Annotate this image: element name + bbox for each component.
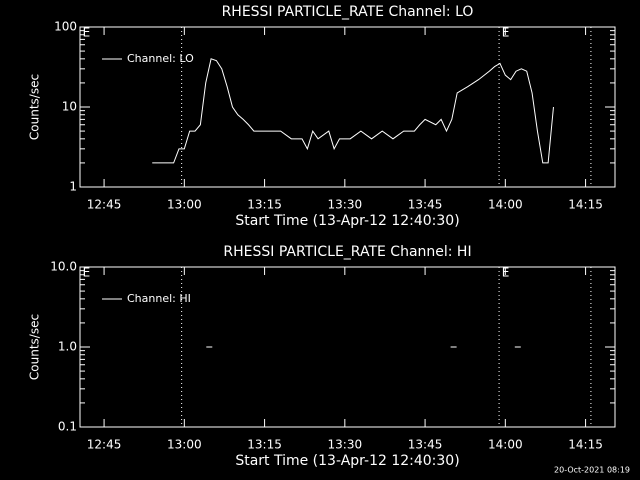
x-tick-label: 14:15	[568, 438, 603, 452]
x-tick-label: 13:00	[167, 198, 202, 212]
chart-title: RHESSI PARTICLE_RATE Channel: HI	[223, 244, 471, 260]
x-tick-label: 13:15	[247, 438, 282, 452]
x-axis-label: Start Time (13-Apr-12 12:40:30)	[235, 213, 459, 229]
x-tick-label: 14:00	[488, 438, 523, 452]
x-tick-label: 12:45	[87, 198, 122, 212]
data-line	[152, 58, 554, 164]
y-tick-label: 10	[62, 100, 77, 114]
x-tick-label: 12:45	[87, 438, 122, 452]
annotation: E	[83, 26, 91, 40]
annotation: E	[502, 26, 510, 40]
legend-label: Channel: LO	[127, 52, 194, 65]
plot-frame	[79, 266, 616, 428]
annotation: E	[83, 266, 91, 280]
x-tick-label: 13:00	[167, 438, 202, 452]
y-tick-label: 1	[69, 180, 77, 194]
footer: 20-Oct-2021 08:19	[554, 466, 630, 475]
x-tick-label: 13:45	[408, 198, 443, 212]
x-axis-label: Start Time (13-Apr-12 12:40:30)	[235, 453, 459, 469]
x-tick-label: 13:15	[247, 198, 282, 212]
x-tick-label: 13:30	[328, 438, 363, 452]
x-tick-label: 13:45	[408, 438, 443, 452]
y-tick-label: 10.0	[50, 260, 77, 274]
y-axis-label: Counts/sec	[28, 314, 42, 380]
legend-label: Channel: HI	[127, 292, 191, 305]
y-tick-label: 0.1	[58, 420, 77, 434]
y-tick-label: 100	[54, 20, 77, 34]
chart-title: RHESSI PARTICLE_RATE Channel: LO	[222, 4, 474, 20]
annotation: E	[502, 266, 510, 280]
y-tick-label: 1.0	[58, 340, 77, 354]
y-axis-label: Counts/sec	[28, 74, 42, 140]
x-tick-label: 14:15	[568, 198, 603, 212]
x-tick-label: 13:30	[328, 198, 363, 212]
x-tick-label: 14:00	[488, 198, 523, 212]
